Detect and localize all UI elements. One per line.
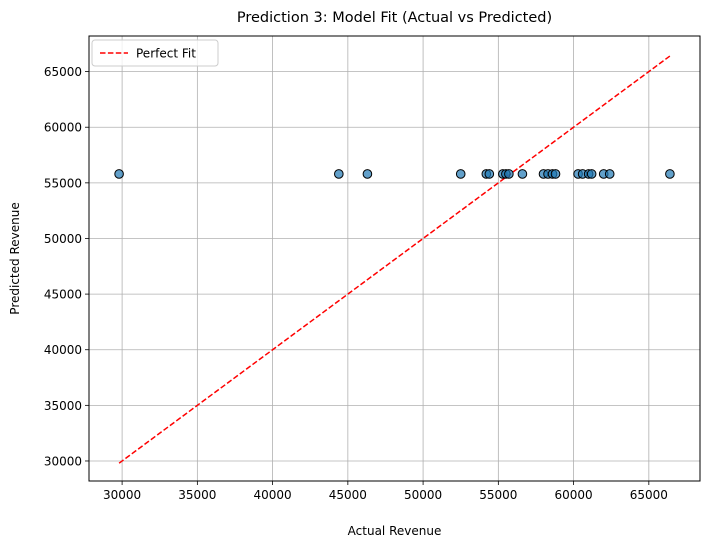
y-axis-title: Predicted Revenue <box>8 202 22 314</box>
data-point <box>334 169 344 179</box>
x-tick-label: 50000 <box>404 488 442 502</box>
legend: Perfect Fit <box>91 39 219 67</box>
data-point <box>504 169 514 179</box>
data-point <box>665 169 675 179</box>
x-tick-label: 40000 <box>254 488 292 502</box>
y-tick-label: 35000 <box>44 399 82 413</box>
x-tick-label: 30000 <box>103 488 141 502</box>
y-tick-label: 60000 <box>44 121 82 135</box>
data-point <box>455 169 466 179</box>
legend-box <box>91 39 219 67</box>
plot-area <box>89 36 700 481</box>
y-tick-label: 30000 <box>44 454 82 468</box>
legend-label-perfect-fit: Perfect Fit <box>136 47 196 61</box>
data-point <box>114 169 124 179</box>
x-axis-title: Actual Revenue <box>348 524 442 538</box>
x-axis-ticks: 30000 35000 40000 45000 50000 55000 60000 65000 <box>103 481 668 502</box>
plot-frame <box>88 35 701 482</box>
x-tick-label: 65000 <box>630 488 668 502</box>
data-point <box>604 169 615 179</box>
perfect-fit-line <box>118 55 671 464</box>
data-point <box>484 169 495 179</box>
grid-lines <box>89 36 700 481</box>
x-tick-label: 45000 <box>329 488 367 502</box>
data-point <box>517 169 528 179</box>
data-point <box>362 169 373 179</box>
data-points <box>114 169 675 179</box>
perfect-fit-line-layer <box>118 55 671 464</box>
x-tick-label: 60000 <box>554 488 592 502</box>
x-tick-label: 35000 <box>178 488 216 502</box>
data-point <box>586 169 597 179</box>
y-tick-label: 55000 <box>44 176 82 190</box>
y-tick-label: 65000 <box>44 65 82 79</box>
y-tick-label: 40000 <box>44 343 82 357</box>
y-tick-label: 45000 <box>44 288 82 302</box>
y-tick-label: 50000 <box>44 232 82 246</box>
chart-title: Prediction 3: Model Fit (Actual vs Predi… <box>237 10 552 26</box>
y-axis-ticks: 30000 35000 40000 45000 50000 55000 60000 65000 <box>44 65 89 468</box>
data-point <box>550 169 561 179</box>
x-tick-label: 55000 <box>479 488 517 502</box>
